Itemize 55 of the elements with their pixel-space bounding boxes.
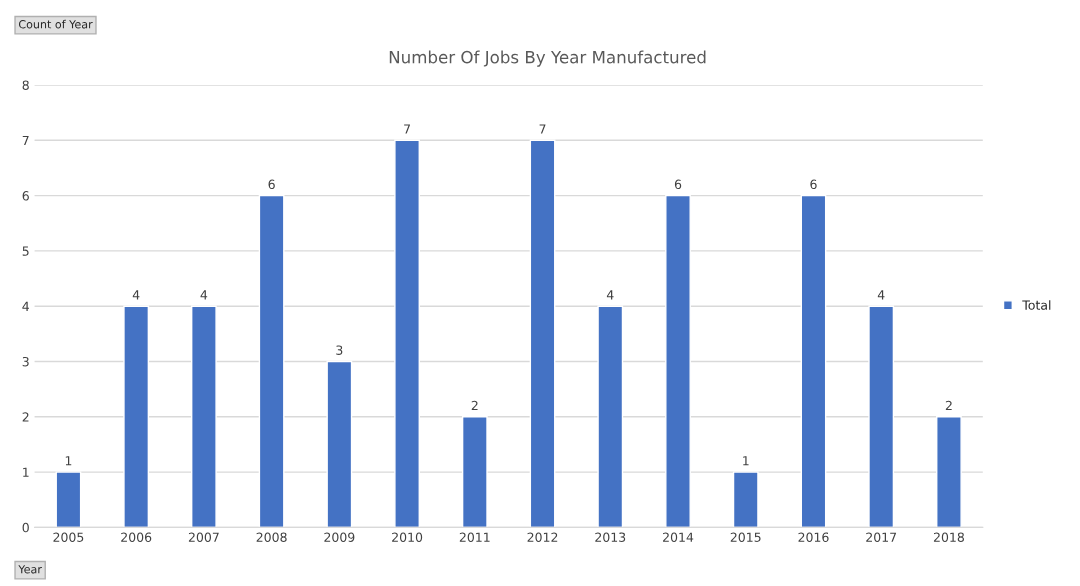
bar	[461, 416, 488, 528]
data-label: 3	[336, 345, 343, 355]
x-tick-label: 2010	[392, 532, 423, 542]
data-label: 2	[945, 400, 952, 411]
data-label: 1	[743, 456, 749, 466]
x-tick-label: 2014	[663, 532, 694, 542]
data-label: 6	[268, 179, 275, 189]
x-tick-label: 2015	[730, 532, 761, 542]
bar	[597, 305, 624, 528]
data-label: 7	[539, 124, 546, 134]
bar	[936, 416, 962, 528]
data-label: 4	[200, 290, 208, 300]
x-tick-label: 2006	[121, 532, 152, 542]
data-label: 2	[471, 400, 478, 411]
y-tick-label: 0	[22, 522, 29, 533]
y-tick-label: 3	[22, 356, 29, 367]
x-tick-label: 2017	[866, 532, 897, 542]
x-tick-label: 2018	[933, 532, 964, 542]
chart-title: Number Of Jobs By Year Manufactured	[389, 50, 706, 67]
bar	[123, 305, 150, 528]
data-label: 6	[674, 179, 682, 189]
x-tick-label: 2012	[527, 532, 558, 542]
bar	[191, 305, 217, 528]
x-tick-label: 2016	[798, 532, 829, 542]
x-tick-label: 2009	[324, 532, 355, 542]
x-tick-label: 2013	[595, 532, 626, 542]
x-tick-label: 2005	[53, 532, 84, 542]
y-tick-label: 8	[22, 80, 29, 90]
y-tick-label: 7	[22, 135, 29, 146]
bar	[800, 194, 827, 528]
y-tick-label: 1	[23, 467, 29, 477]
data-label: 4	[132, 290, 140, 300]
data-label: 4	[606, 290, 614, 300]
y-tick-label: 5	[22, 246, 29, 256]
data-label: 4	[877, 290, 885, 300]
data-label: 1	[65, 456, 72, 466]
text: Year	[18, 565, 42, 574]
bar	[326, 360, 353, 528]
text: Count of Year	[18, 19, 93, 29]
x-tick-label: 2011	[459, 532, 490, 542]
y-tick-label: 4	[22, 301, 29, 311]
x-tick-label: 2008	[256, 532, 287, 542]
bar	[665, 194, 691, 528]
bar	[529, 139, 556, 528]
y-tick-label: 2	[22, 412, 29, 422]
bar	[55, 471, 82, 528]
bar	[732, 471, 759, 528]
bar	[394, 139, 420, 528]
legend-label: Total	[1022, 300, 1051, 310]
data-label: 7	[404, 124, 410, 134]
bar	[258, 194, 285, 528]
y-tick-label: 6	[22, 191, 29, 201]
x-tick-label: 2007	[188, 532, 219, 542]
data-label: 6	[810, 179, 817, 189]
bar	[868, 305, 895, 528]
